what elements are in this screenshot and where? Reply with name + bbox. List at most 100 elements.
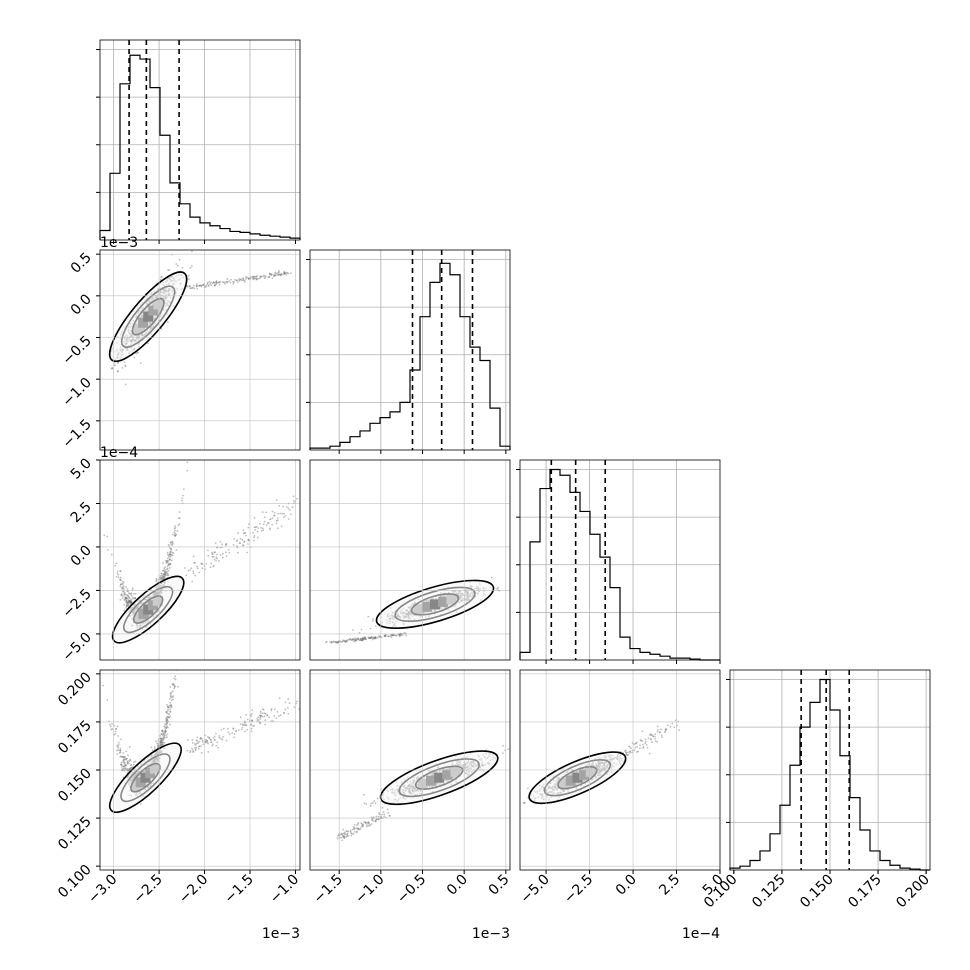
sample-point	[114, 364, 116, 367]
sample-point	[127, 762, 130, 765]
sample-point	[178, 517, 181, 520]
sample-point	[108, 723, 111, 726]
sample-point	[111, 728, 114, 730]
sample-point	[251, 719, 254, 722]
sample-point	[215, 744, 218, 747]
sample-point	[283, 516, 285, 518]
sample-point	[218, 283, 221, 286]
sample-point	[336, 641, 339, 644]
sample-point	[244, 722, 246, 724]
sample-point	[163, 569, 166, 572]
sample-point	[374, 637, 377, 640]
sample-point	[130, 594, 133, 597]
axes-frame	[309, 249, 511, 451]
sample-point	[358, 631, 361, 634]
sample-point	[218, 736, 221, 739]
sample-point	[278, 271, 280, 274]
sample-point	[166, 706, 169, 708]
sample-point	[161, 575, 164, 577]
sample-point	[194, 748, 197, 751]
sample-point	[223, 281, 226, 284]
sample-point	[169, 708, 172, 711]
sample-point	[370, 637, 372, 639]
sample-point	[262, 708, 265, 711]
sample-point	[238, 542, 241, 545]
sample-point	[349, 638, 351, 641]
sample-point	[172, 552, 175, 554]
sample-point	[170, 553, 172, 556]
sample-point	[359, 639, 362, 642]
sample-point	[129, 601, 132, 604]
sample-point	[259, 710, 262, 713]
sample-point	[127, 599, 130, 602]
sample-point	[259, 276, 262, 278]
sample-point	[160, 275, 163, 278]
sample-point	[292, 499, 295, 502]
sample-point	[124, 767, 127, 769]
sample-point	[168, 564, 170, 566]
sample-point	[370, 802, 372, 805]
sample-point	[122, 585, 125, 588]
sample-point	[129, 768, 132, 770]
sample-point	[161, 741, 164, 744]
sample-point	[362, 637, 365, 640]
sample-point	[245, 277, 247, 280]
sample-point	[252, 539, 255, 542]
sample-point	[167, 543, 170, 546]
sample-point	[192, 570, 195, 573]
sample-point	[358, 639, 360, 641]
sample-point	[275, 519, 278, 522]
sample-point	[128, 600, 130, 602]
sample-point	[392, 634, 395, 637]
sample-point	[129, 600, 131, 603]
sample-point	[173, 677, 176, 680]
sample-point	[166, 553, 169, 556]
sample-point	[211, 555, 214, 558]
sample-point	[126, 601, 129, 604]
sample-point	[273, 275, 276, 278]
sample-point	[187, 569, 190, 572]
sample-point	[172, 683, 175, 685]
sample-point	[204, 738, 207, 741]
sample-point	[162, 732, 165, 735]
sample-point	[243, 540, 246, 543]
sample-point	[165, 730, 167, 733]
sample-point	[244, 724, 247, 727]
sample-point	[383, 634, 386, 637]
sample-point	[369, 627, 372, 630]
sample-point	[124, 365, 127, 368]
sample-point	[130, 598, 133, 601]
sample-point	[257, 719, 260, 721]
sample-point	[259, 275, 262, 278]
sample-point	[369, 637, 372, 640]
sample-point	[256, 278, 258, 280]
sample-point	[365, 803, 368, 805]
sample-point	[122, 590, 125, 593]
sample-point	[373, 637, 376, 640]
sample-point	[120, 764, 123, 766]
sample-point	[218, 734, 221, 737]
sample-point	[270, 274, 273, 277]
sample-point	[208, 736, 211, 739]
sample-point	[373, 637, 376, 640]
sample-point	[170, 541, 173, 543]
sample-point	[255, 525, 258, 528]
sample-point	[381, 806, 384, 809]
sample-point	[217, 746, 220, 749]
sample-point	[123, 593, 126, 596]
sample-point	[253, 275, 255, 278]
sample-point	[395, 635, 398, 637]
sample-point	[287, 272, 290, 275]
sample-point	[260, 714, 263, 717]
sample-point	[205, 741, 207, 744]
sample-point	[277, 274, 279, 277]
sample-point	[344, 641, 347, 643]
sample-point	[286, 706, 289, 709]
sample-point	[171, 541, 174, 544]
sample-point	[232, 727, 235, 730]
sample-point	[261, 708, 264, 711]
sample-point	[167, 708, 169, 711]
sample-point	[127, 590, 130, 593]
sample-point	[201, 739, 204, 742]
sample-point	[196, 740, 199, 742]
